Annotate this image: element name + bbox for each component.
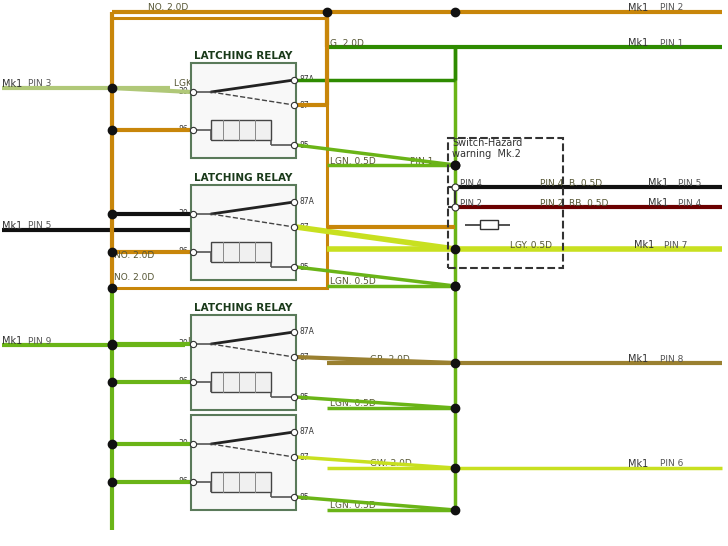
Text: 30: 30: [178, 87, 188, 97]
Text: Mk1: Mk1: [648, 178, 668, 188]
Text: Mk1: Mk1: [2, 221, 23, 231]
Text: LGN. 0.5D: LGN. 0.5D: [330, 400, 376, 408]
Text: PIN 5: PIN 5: [28, 222, 52, 230]
Text: 87A: 87A: [299, 198, 314, 206]
Bar: [191, 185, 296, 280]
Text: Mk1: Mk1: [628, 38, 648, 48]
Bar: [480, 220, 498, 229]
Text: 30: 30: [178, 210, 188, 218]
Text: 85: 85: [299, 140, 309, 150]
Text: 86: 86: [178, 247, 188, 257]
Bar: [448, 138, 563, 268]
Text: Mk1: Mk1: [628, 459, 648, 469]
Text: GR. 2.0D: GR. 2.0D: [370, 354, 410, 364]
Bar: [191, 315, 296, 410]
Text: PIN 3: PIN 3: [28, 80, 52, 88]
Text: Mk1: Mk1: [628, 3, 648, 13]
Bar: [112, 18, 327, 288]
Text: 86: 86: [178, 126, 188, 134]
Text: PIN 8: PIN 8: [660, 354, 684, 364]
Text: G. 2.0D: G. 2.0D: [330, 39, 364, 48]
Text: 87: 87: [299, 223, 309, 232]
Text: LGN. 0.5D: LGN. 0.5D: [330, 157, 376, 165]
Text: 87: 87: [299, 453, 309, 461]
Text: Mk1: Mk1: [628, 354, 648, 364]
Text: 30: 30: [178, 340, 188, 348]
Text: PIN 2  RB. 0.5D: PIN 2 RB. 0.5D: [540, 199, 609, 207]
Text: Mk1: Mk1: [2, 79, 23, 89]
Text: PIN 4: PIN 4: [678, 199, 701, 207]
Text: Mk1: Mk1: [634, 240, 654, 250]
Text: Switch-Hazard: Switch-Hazard: [452, 138, 522, 148]
Text: NO. 2.0D: NO. 2.0D: [114, 252, 154, 260]
Text: 30: 30: [178, 440, 188, 448]
Bar: [211, 120, 271, 140]
Text: PIN 1: PIN 1: [410, 157, 433, 165]
Text: 85: 85: [299, 393, 309, 401]
Text: PIN 4: PIN 4: [460, 179, 482, 187]
Text: 86: 86: [178, 478, 188, 486]
Bar: [191, 415, 296, 510]
Text: PIN 5: PIN 5: [678, 179, 701, 187]
Text: 87A: 87A: [299, 428, 314, 436]
Bar: [211, 372, 271, 392]
Text: GW. 2.0D: GW. 2.0D: [370, 460, 412, 468]
Text: 87A: 87A: [299, 75, 314, 85]
Text: PIN 1: PIN 1: [660, 39, 684, 48]
Text: 85: 85: [299, 263, 309, 271]
Bar: [191, 63, 296, 158]
Text: LATCHING RELAY: LATCHING RELAY: [194, 173, 292, 183]
Text: LGN. 0.5D: LGN. 0.5D: [330, 501, 376, 511]
Text: 86: 86: [178, 377, 188, 387]
Text: NO. 2.0D: NO. 2.0D: [148, 3, 189, 13]
Bar: [211, 472, 271, 492]
Text: LGY. 0.5D: LGY. 0.5D: [510, 240, 552, 250]
Text: 87: 87: [299, 353, 309, 361]
Text: NO. 2.0D: NO. 2.0D: [114, 274, 154, 282]
Text: Mk1: Mk1: [2, 336, 23, 346]
Text: PIN 4  B. 0.5D: PIN 4 B. 0.5D: [540, 179, 602, 187]
Text: PIN 2: PIN 2: [460, 199, 482, 207]
Text: LATCHING RELAY: LATCHING RELAY: [194, 403, 292, 413]
Text: PIN 2: PIN 2: [660, 3, 684, 13]
Text: LGN. 2.0D: LGN. 2.0D: [188, 336, 234, 346]
Text: LGK. 2.0D: LGK. 2.0D: [174, 80, 218, 88]
Bar: [211, 242, 271, 262]
Text: LGN. 0.5D: LGN. 0.5D: [330, 277, 376, 287]
Text: warning  Mk.2: warning Mk.2: [452, 149, 521, 159]
Text: PIN 7: PIN 7: [664, 240, 687, 250]
Text: LATCHING RELAY: LATCHING RELAY: [194, 303, 292, 313]
Text: PIN 9: PIN 9: [28, 336, 52, 346]
Text: PIN 6: PIN 6: [660, 460, 684, 468]
Text: LATCHING RELAY: LATCHING RELAY: [194, 51, 292, 61]
Text: 87A: 87A: [299, 328, 314, 336]
Text: 85: 85: [299, 492, 309, 501]
Text: 87: 87: [299, 100, 309, 110]
Text: Mk1: Mk1: [648, 198, 668, 208]
